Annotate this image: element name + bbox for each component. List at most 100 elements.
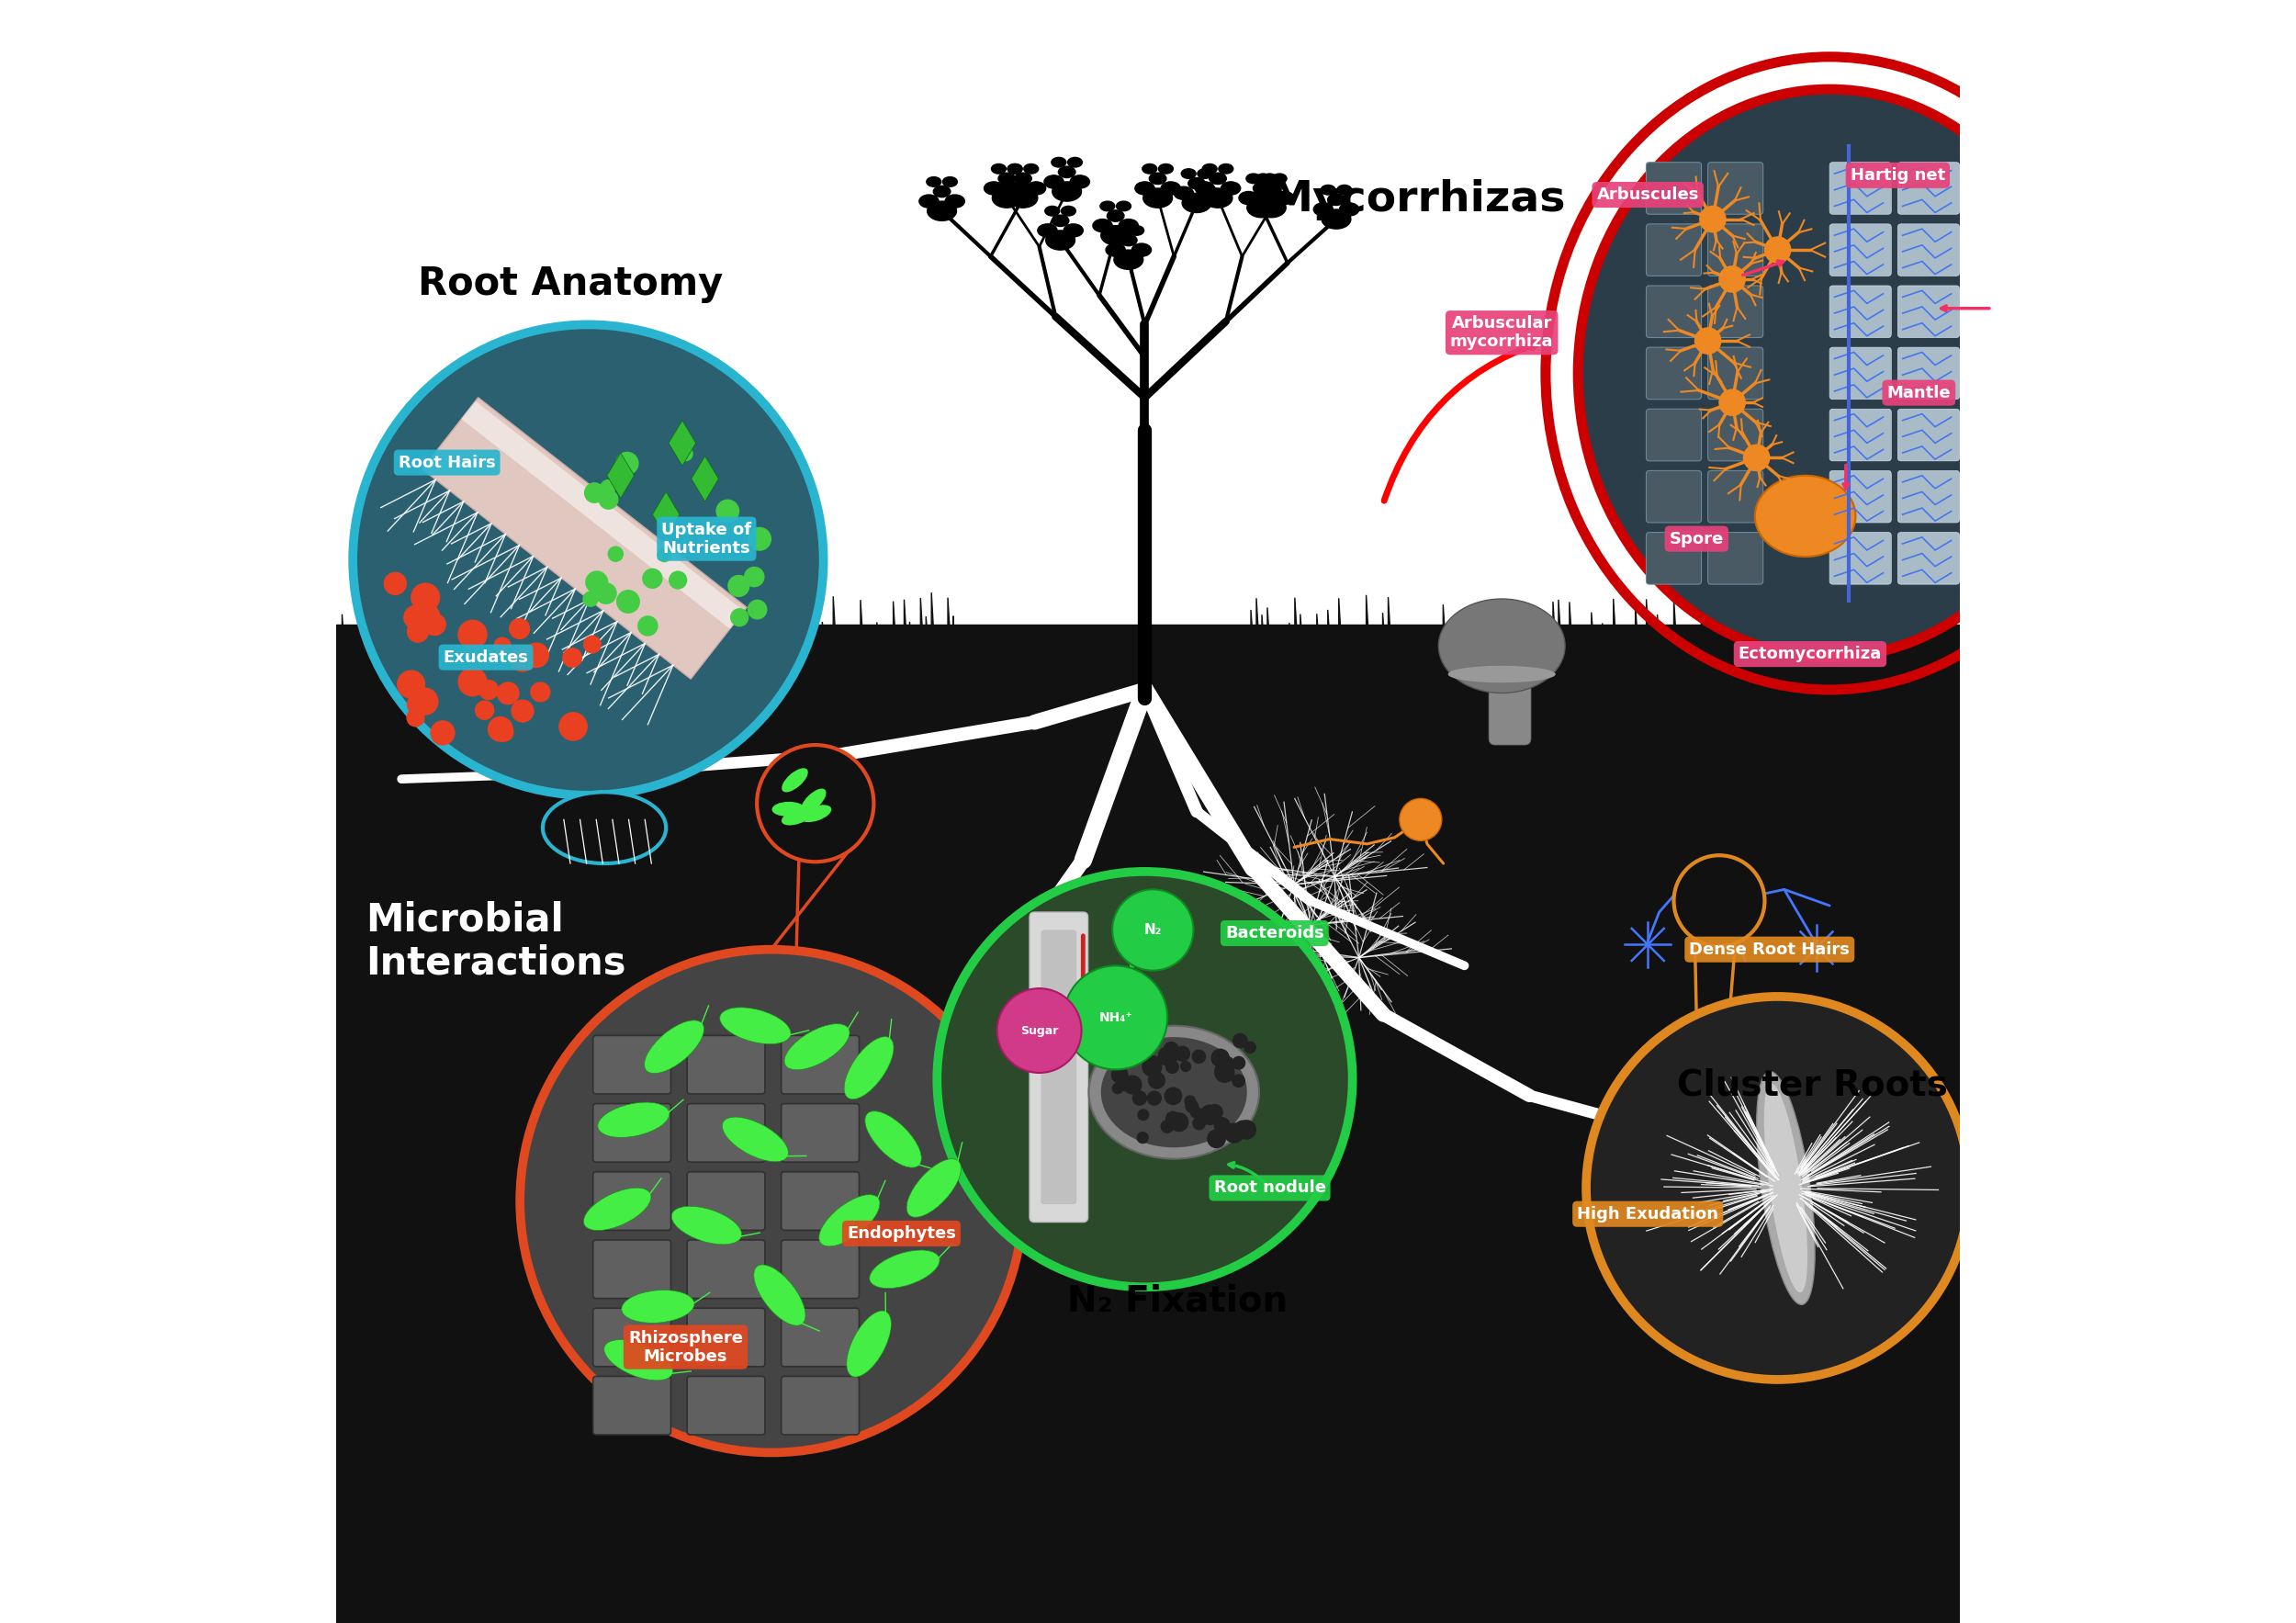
FancyBboxPatch shape <box>1830 471 1892 523</box>
Ellipse shape <box>1010 182 1029 195</box>
FancyBboxPatch shape <box>1899 532 1958 584</box>
Ellipse shape <box>1150 174 1166 185</box>
Circle shape <box>716 500 739 523</box>
Polygon shape <box>461 401 744 628</box>
FancyBboxPatch shape <box>781 1376 859 1435</box>
Circle shape <box>1139 1037 1155 1055</box>
Ellipse shape <box>1159 164 1173 174</box>
Circle shape <box>530 682 551 701</box>
Ellipse shape <box>1203 188 1233 208</box>
Circle shape <box>425 613 445 635</box>
FancyBboxPatch shape <box>1488 626 1531 745</box>
FancyBboxPatch shape <box>592 1035 670 1094</box>
Circle shape <box>1217 1057 1235 1073</box>
Ellipse shape <box>1274 192 1295 204</box>
Ellipse shape <box>1449 665 1557 683</box>
Ellipse shape <box>1143 188 1173 208</box>
Circle shape <box>585 484 604 503</box>
Circle shape <box>657 549 670 562</box>
Circle shape <box>1143 1057 1162 1076</box>
Circle shape <box>1063 966 1166 1070</box>
Ellipse shape <box>1045 175 1063 188</box>
FancyBboxPatch shape <box>1708 347 1763 399</box>
FancyBboxPatch shape <box>1029 912 1088 1222</box>
Circle shape <box>1233 1034 1247 1047</box>
Ellipse shape <box>1015 174 1031 185</box>
Ellipse shape <box>1162 182 1180 195</box>
FancyBboxPatch shape <box>1830 409 1892 461</box>
Ellipse shape <box>1263 183 1279 195</box>
Circle shape <box>510 618 530 639</box>
Text: N₂: N₂ <box>1143 923 1162 936</box>
Ellipse shape <box>645 1021 705 1073</box>
Ellipse shape <box>781 768 808 792</box>
Circle shape <box>1192 1107 1201 1118</box>
Polygon shape <box>668 420 696 466</box>
FancyBboxPatch shape <box>687 1172 765 1230</box>
FancyBboxPatch shape <box>1899 409 1958 461</box>
Text: Uptake of
Nutrients: Uptake of Nutrients <box>661 521 751 557</box>
FancyBboxPatch shape <box>1830 532 1892 584</box>
Circle shape <box>1233 1074 1244 1087</box>
Ellipse shape <box>1249 192 1267 204</box>
Circle shape <box>1166 1112 1180 1125</box>
FancyBboxPatch shape <box>1899 162 1958 214</box>
Ellipse shape <box>1199 169 1212 179</box>
Circle shape <box>1244 1042 1256 1053</box>
Ellipse shape <box>820 1195 879 1246</box>
Circle shape <box>1208 1130 1226 1147</box>
Ellipse shape <box>1187 177 1205 190</box>
Ellipse shape <box>781 808 813 824</box>
Circle shape <box>459 620 487 649</box>
FancyBboxPatch shape <box>1708 286 1763 338</box>
Ellipse shape <box>597 1102 670 1138</box>
Ellipse shape <box>999 174 1015 185</box>
FancyBboxPatch shape <box>592 1172 670 1230</box>
Ellipse shape <box>1265 192 1283 204</box>
Circle shape <box>560 712 588 740</box>
Ellipse shape <box>1118 219 1139 232</box>
Circle shape <box>583 592 597 607</box>
Text: Rhizosphere
Microbes: Rhizosphere Microbes <box>629 1329 744 1365</box>
Circle shape <box>523 643 549 667</box>
Circle shape <box>1114 1052 1123 1061</box>
Ellipse shape <box>1256 174 1270 183</box>
Ellipse shape <box>1143 164 1157 174</box>
Circle shape <box>406 622 429 643</box>
Ellipse shape <box>944 177 957 187</box>
Circle shape <box>432 721 455 745</box>
FancyBboxPatch shape <box>687 1104 765 1162</box>
Ellipse shape <box>1756 1071 1814 1305</box>
Circle shape <box>728 576 748 597</box>
Ellipse shape <box>1313 203 1334 216</box>
FancyBboxPatch shape <box>781 1035 859 1094</box>
FancyBboxPatch shape <box>1899 286 1958 338</box>
Circle shape <box>1212 1048 1228 1066</box>
Circle shape <box>489 717 512 742</box>
Ellipse shape <box>946 195 964 208</box>
Ellipse shape <box>1201 187 1219 200</box>
Ellipse shape <box>1058 167 1075 179</box>
Ellipse shape <box>1001 182 1019 195</box>
Ellipse shape <box>1339 203 1359 216</box>
Ellipse shape <box>845 1037 893 1099</box>
Circle shape <box>622 458 636 472</box>
Polygon shape <box>606 453 634 498</box>
Circle shape <box>1233 1057 1244 1070</box>
Ellipse shape <box>801 789 827 813</box>
Circle shape <box>494 638 510 654</box>
Circle shape <box>512 700 533 722</box>
Ellipse shape <box>771 802 804 816</box>
Circle shape <box>1141 1034 1157 1048</box>
Circle shape <box>643 570 661 588</box>
FancyBboxPatch shape <box>1708 471 1763 523</box>
Circle shape <box>1123 1076 1141 1094</box>
Ellipse shape <box>1247 198 1277 217</box>
Circle shape <box>937 872 1352 1287</box>
Ellipse shape <box>1130 226 1143 235</box>
Ellipse shape <box>1068 157 1081 167</box>
Ellipse shape <box>583 1188 652 1230</box>
Circle shape <box>1111 889 1194 971</box>
FancyBboxPatch shape <box>1708 162 1763 214</box>
Circle shape <box>1192 1050 1205 1063</box>
